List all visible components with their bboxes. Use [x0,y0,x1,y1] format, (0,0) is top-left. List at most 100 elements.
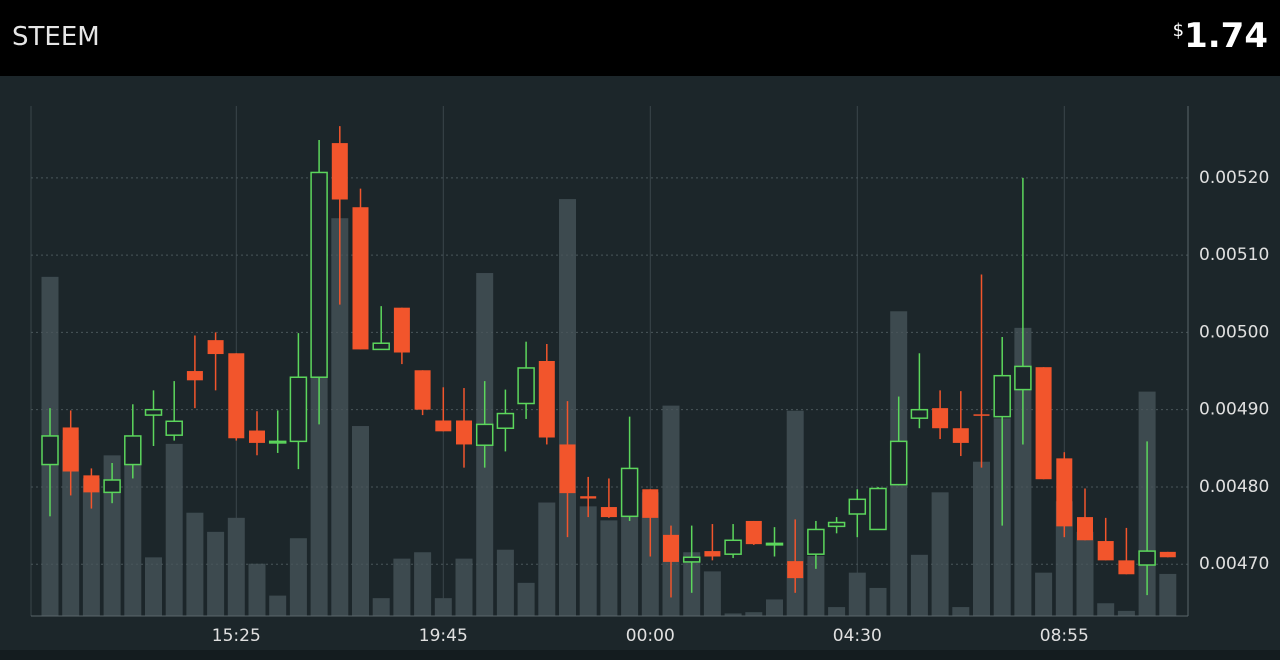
volume-bar [227,517,245,616]
volume-bar [269,595,287,616]
x-tick-label: 04:30 [833,626,882,646]
candle-body [496,412,515,429]
candle-body [973,414,990,416]
volume-bar [145,557,162,616]
candle-body [475,423,494,446]
candle-body [124,435,142,466]
candle-body [848,498,867,515]
x-tick-label: 15:25 [212,626,261,646]
candle-body [372,342,390,351]
volume-bar [393,558,411,616]
volume-bar [289,538,307,616]
currency: $ [1172,20,1185,41]
volume-bar [807,556,825,616]
candle-body [1077,517,1093,541]
candle-body [807,528,825,555]
candle-body [435,420,452,432]
volume-bar [165,443,183,616]
volume-bar [352,426,369,616]
x-tick-label: 08:55 [1040,626,1089,646]
candle-body [642,489,659,518]
volume-bar [331,218,349,616]
candle-body [289,376,308,443]
candle-body [952,428,969,443]
candle-body [580,496,597,499]
candle-body [600,507,617,518]
volume-bar [745,612,763,616]
candle-body [456,420,472,445]
volume-bar [103,455,121,616]
candle-body [165,420,183,436]
volume-bar [124,463,142,616]
candle-body [228,353,245,439]
symbol: STEEM [12,22,100,52]
bottom-strip [0,650,1280,660]
x-tick-label: 19:45 [419,626,468,646]
volume-bar [62,440,80,616]
x-tick-label: 00:00 [626,626,675,646]
volume-bar [372,598,390,616]
volume-bar [538,502,556,616]
price-value: 1.74 [1184,16,1268,56]
candle-body [538,361,555,438]
candle-body [1138,550,1156,566]
volume-bar [1035,572,1053,616]
y-tick-label: 0.00510 [1199,245,1269,265]
volume-bar [910,554,928,616]
candle-body [414,370,431,410]
volume-bar [1159,573,1177,616]
candle-body [1014,365,1032,391]
candle-body [144,408,163,416]
candle-body [827,521,846,528]
candle-body [1159,551,1176,558]
volume-bar [186,512,204,616]
y-tick-label: 0.00520 [1199,168,1269,188]
candle-body [331,143,348,200]
candle-body [724,539,742,555]
volume-bar [828,607,846,616]
candle-body [83,475,100,493]
candle-body [704,551,721,557]
volume-bar [724,613,742,616]
y-tick-label: 0.00480 [1199,477,1269,497]
volume-bar [248,563,266,616]
candle-body [910,408,929,419]
header: STEEM $1.74 [0,0,1280,76]
volume-bar [1097,603,1115,616]
volume-bar [1014,327,1032,616]
volume-bar [414,552,432,616]
volume-bar [455,558,473,616]
volume-bar [517,582,535,616]
candle-body [869,487,887,531]
volume-bar [621,487,639,616]
volume-bar [434,598,452,616]
volume-bar [207,531,225,616]
candle-body [559,444,576,494]
volume-bar [703,571,721,616]
volume-bar [869,587,887,616]
candle-body [1097,541,1114,561]
candle-body [249,430,265,443]
candle-body [1056,458,1073,527]
volume-bar [973,461,990,616]
y-tick-label: 0.00500 [1199,322,1269,342]
candle-body [682,556,701,563]
candle-body [310,171,328,378]
candle-body [745,520,762,545]
candle-body [41,435,59,466]
volume-bar [848,572,866,616]
candle-body [393,307,410,353]
volume-bar [1117,610,1135,616]
y-tick-label: 0.00490 [1199,400,1269,420]
candle-body [103,479,121,494]
candle-body [993,374,1011,418]
price: $1.74 [1173,16,1268,56]
candle-body [62,427,79,472]
volume-bar [952,607,970,616]
volume-bar [82,478,100,616]
candle-body [663,534,679,562]
volume-bar [662,405,680,616]
candle-body [186,371,203,381]
volume-bar [1055,501,1073,616]
candle-body [1035,367,1052,480]
